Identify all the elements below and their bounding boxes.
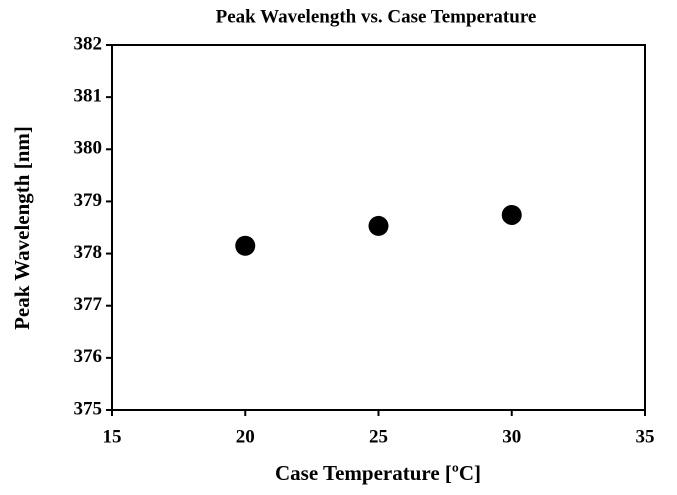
x-tick-label: 20 [236, 426, 255, 447]
point [368, 215, 389, 236]
y-tick-label: 377 [74, 294, 103, 315]
point [235, 235, 256, 256]
x-tick-label: 15 [103, 426, 122, 447]
x-tick-label: 35 [636, 426, 655, 447]
x-tick-label: 30 [502, 426, 521, 447]
y-axis-label: Peak Wavelength [nm] [10, 126, 34, 330]
y-tick-label: 375 [74, 398, 103, 419]
point [501, 204, 522, 225]
chart-title: Peak Wavelength vs. Case Temperature [216, 6, 537, 27]
y-tick-label: 376 [74, 346, 103, 367]
y-tick-label: 380 [74, 138, 103, 159]
x-tick-label: 25 [369, 426, 388, 447]
y-tick-label: 379 [74, 190, 103, 211]
y-tick-label: 381 [74, 86, 103, 107]
x-axis-label: Case Temperature [ºC] [275, 461, 481, 485]
y-tick-label: 382 [74, 33, 103, 54]
y-tick-label: 378 [74, 242, 103, 263]
